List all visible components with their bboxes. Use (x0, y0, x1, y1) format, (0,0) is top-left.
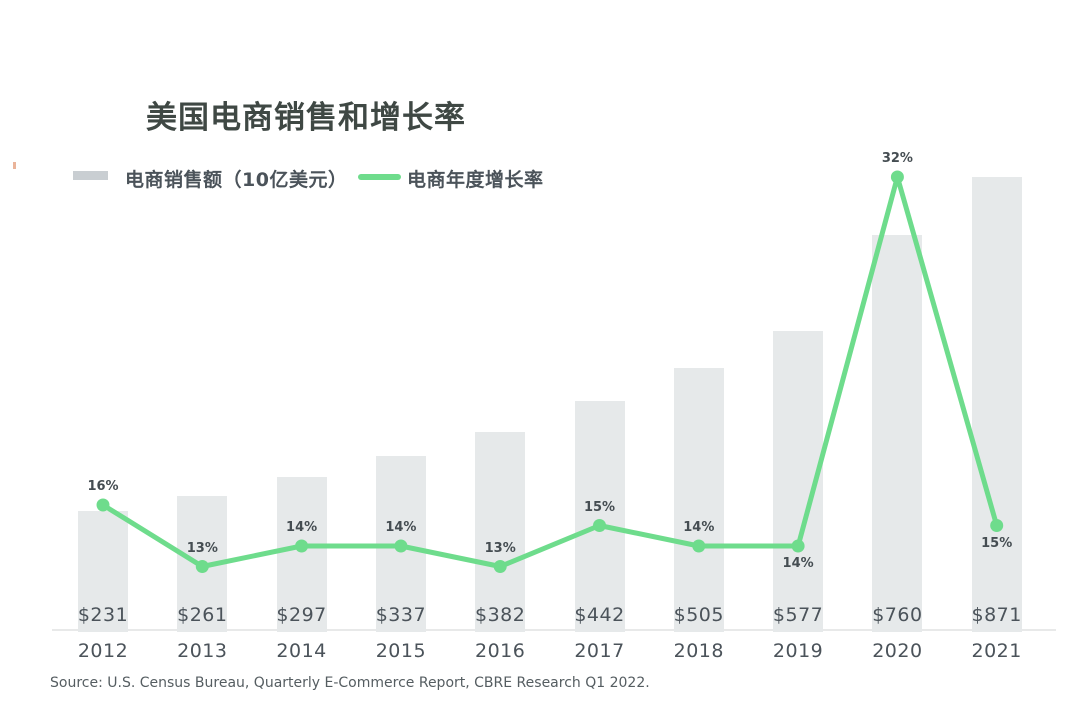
bar (475, 432, 526, 632)
x-axis-label: 2018 (673, 640, 724, 662)
bar-value-label: $760 (872, 604, 923, 626)
x-axis-label: 2020 (872, 640, 923, 662)
bar-value-label: $261 (177, 604, 228, 626)
growth-point (96, 498, 110, 512)
bar-value-label: $577 (772, 604, 824, 626)
x-axis-label: 2013 (177, 640, 228, 662)
x-axis-label: 2015 (375, 640, 427, 662)
bar-value-label: $871 (971, 604, 1022, 626)
growth-value-label: 14% (782, 556, 814, 571)
bar-value-label: $231 (77, 604, 129, 626)
source-note: Source: U.S. Census Bureau, Quarterly E-… (50, 675, 650, 691)
bar (673, 368, 724, 632)
growth-value-label: 13% (186, 540, 218, 556)
legend-bar-swatch-icon (73, 171, 108, 180)
bar-value-label: $382 (475, 604, 526, 626)
x-axis-label: 2021 (971, 640, 1022, 662)
x-axis-label: 2016 (475, 640, 526, 662)
x-axis-label: 2017 (574, 640, 625, 662)
artifact-mark (13, 162, 16, 169)
growth-value-label: 32% (881, 151, 913, 166)
bar (971, 177, 1022, 632)
bar-value-label: $442 (574, 604, 625, 626)
x-axis-line (52, 629, 1056, 631)
bar (773, 330, 824, 632)
x-axis-label: 2012 (77, 640, 129, 662)
growth-value-label: 13% (484, 540, 516, 556)
chart-title: 美国电商销售和增长率 (146, 100, 466, 136)
bar-value-label: $505 (673, 604, 724, 626)
growth-value-label: 15% (981, 535, 1013, 551)
growth-value-label: 14% (286, 520, 318, 535)
bar (574, 401, 625, 632)
x-axis-label: 2019 (772, 640, 824, 662)
bar-value-label: $297 (276, 604, 327, 626)
growth-point (890, 170, 904, 184)
bar-value-label: $337 (375, 604, 427, 626)
x-axis-label: 2014 (276, 640, 327, 662)
growth-value-label: 15% (583, 499, 616, 515)
growth-value-label: 16% (87, 479, 119, 494)
growth-value-label: 14% (683, 520, 715, 535)
growth-value-label: 14% (385, 520, 417, 535)
bar (872, 235, 923, 632)
